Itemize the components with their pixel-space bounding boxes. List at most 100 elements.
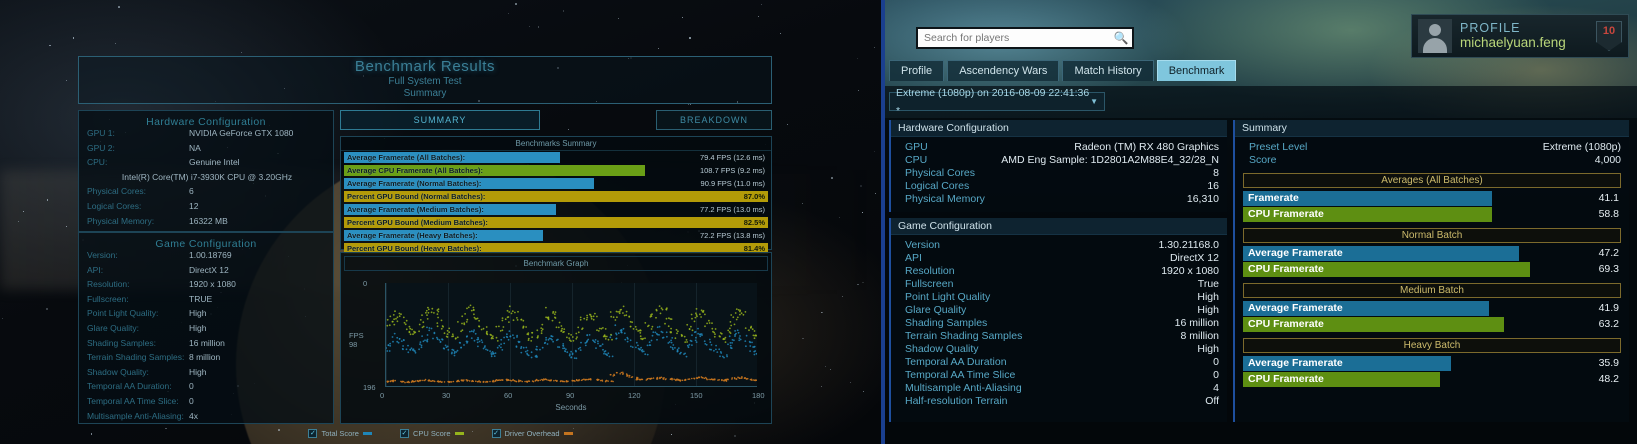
star	[46, 308, 47, 309]
search-icon[interactable]: 🔍	[1110, 31, 1132, 45]
tab-benchmark[interactable]: Benchmark	[1157, 60, 1237, 81]
config-key: Multisample Anti-Aliasing	[905, 382, 1022, 394]
config-key: Temporal AA Time Slice	[905, 369, 1015, 381]
config-value: DirectX 12	[189, 265, 229, 275]
summary-bar-row: Average CPU Framerate (All Batches): 108.…	[344, 164, 768, 177]
config-row: Glare Quality High	[891, 304, 1227, 317]
profile-username: michaelyuan.feng	[1460, 35, 1588, 51]
config-row: Physical Memory 16,310	[891, 193, 1227, 206]
summary-bar-value: 108.7 FPS (9.2 ms)	[700, 165, 765, 176]
config-key: Physical Memory	[905, 193, 985, 205]
summary-bar-value: 77.2 FPS (13.0 ms)	[700, 204, 765, 215]
star	[690, 104, 691, 105]
metric-bar-label: Framerate	[1248, 191, 1299, 206]
config-row: Temporal AA Time Slice 0	[891, 369, 1227, 382]
config-key: Temporal AA Time Slice:	[87, 396, 179, 406]
tab-breakdown[interactable]: BREAKDOWN	[656, 110, 772, 130]
summary-bar-label: Percent GPU Bound (Normal Batches):	[347, 191, 485, 202]
metric-bar-label: Average Framerate	[1248, 301, 1343, 316]
batch-section-title: Averages (All Batches)	[1243, 173, 1621, 188]
right-hardware-config-card: Hardware Configuration GPU Radeon (TM) RX…	[889, 120, 1227, 212]
summary-bar-label: Average Framerate (Medium Batches):	[347, 204, 484, 215]
run-select-dropdown[interactable]: Extreme (1080p) on 2016-08-09 22:41:36 *…	[889, 92, 1105, 111]
star	[821, 386, 822, 387]
star	[787, 124, 788, 125]
config-row: Shading Samples: 16 million	[79, 338, 333, 353]
config-row: Score 4,000	[1235, 154, 1629, 167]
config-value: 1920 x 1080	[189, 279, 236, 289]
config-value: TRUE	[189, 294, 212, 304]
profile-chip[interactable]: PROFILE michaelyuan.feng 10	[1411, 14, 1629, 58]
star	[821, 312, 823, 314]
config-row: API: DirectX 12	[79, 265, 333, 280]
search-bar[interactable]: 🔍	[916, 27, 1134, 49]
star	[842, 296, 843, 297]
config-row: Physical Cores: 6	[79, 186, 333, 201]
config-value: Genuine Intel	[189, 157, 240, 167]
star	[780, 33, 781, 34]
right-game-config-card: Game Configuration Version 1.30.21168.0 AP…	[889, 218, 1227, 422]
page-subtitle-summary: Summary	[78, 88, 772, 99]
summary-bar-label: Average Framerate (Normal Batches):	[347, 178, 481, 189]
legend-item[interactable]: ✓ Driver Overhead	[492, 429, 573, 438]
x-axis-tick: 120	[628, 391, 641, 400]
tab-summary[interactable]: SUMMARY	[340, 110, 540, 130]
summary-bar-label: Percent GPU Bound (Medium Batches):	[347, 217, 488, 228]
config-key: Logical Cores:	[87, 201, 141, 211]
tab-profile[interactable]: Profile	[889, 60, 944, 81]
config-row: Terrain Shading Samples 8 million	[891, 330, 1227, 343]
config-value: 4	[1213, 382, 1219, 394]
config-row: API DirectX 12	[891, 252, 1227, 265]
page-subtitle-test: Full System Test	[78, 76, 772, 87]
metric-bar-value: 63.2	[1599, 317, 1619, 332]
config-row: CPU AMD Eng Sample: 1D2801A2M88E4_32/28_N	[891, 154, 1227, 167]
config-value: 8	[1213, 167, 1219, 179]
avatar	[1418, 19, 1452, 53]
checkbox-icon[interactable]: ✓	[492, 429, 501, 438]
config-value: 12	[189, 201, 198, 211]
summary-bar-value: 90.9 FPS (11.0 ms)	[701, 178, 765, 189]
config-key: Version	[905, 239, 940, 251]
page-title: Benchmark Results	[78, 58, 772, 75]
config-key: Glare Quality:	[87, 323, 139, 333]
legend-item[interactable]: ✓ CPU Score	[400, 429, 464, 438]
star	[863, 391, 864, 392]
metric-bar-label: CPU Framerate	[1248, 262, 1324, 277]
config-key: Physical Memory:	[87, 216, 154, 226]
left-hardware-config-panel: Hardware Configuration GPU 1: NVIDIA GeFo…	[78, 110, 334, 232]
tab-ascendency-wars[interactable]: Ascendency Wars	[947, 60, 1059, 81]
legend-item[interactable]: ✓ Total Score	[308, 429, 372, 438]
star	[23, 211, 24, 212]
config-value: High	[189, 323, 206, 333]
star	[66, 80, 67, 81]
star	[47, 199, 48, 200]
config-row: Resolution 1920 x 1080	[891, 265, 1227, 278]
star	[682, 17, 683, 18]
config-row: Temporal AA Duration 0	[891, 356, 1227, 369]
config-value: High	[1197, 304, 1219, 316]
star	[66, 226, 67, 227]
tab-match-history[interactable]: Match History	[1062, 60, 1153, 81]
config-row: GPU 2: NA	[79, 143, 333, 158]
search-input[interactable]	[918, 32, 1110, 44]
checkbox-icon[interactable]: ✓	[400, 429, 409, 438]
config-value: 16,310	[1187, 193, 1219, 205]
config-value: 8 million	[189, 352, 220, 362]
x-axis-tick: 0	[380, 391, 384, 400]
star	[830, 369, 831, 370]
metric-bar-row: CPU Framerate 69.3	[1243, 262, 1621, 277]
checkbox-icon[interactable]: ✓	[308, 429, 317, 438]
config-key: Temporal AA Duration:	[87, 381, 172, 391]
config-key: Resolution:	[87, 279, 130, 289]
config-row: Version: 1.00.18769	[79, 250, 333, 265]
star	[515, 3, 517, 5]
star	[874, 151, 876, 153]
star	[825, 366, 826, 367]
config-key: Terrain Shading Samples:	[87, 352, 184, 362]
config-key: Shading Samples:	[87, 338, 156, 348]
config-value: 0	[189, 396, 194, 406]
star	[858, 90, 859, 91]
x-axis-tick: 150	[690, 391, 703, 400]
summary-bar-row: Average Framerate (All Batches): 79.4 FPS…	[344, 151, 768, 164]
config-key: GPU 1:	[87, 128, 115, 138]
